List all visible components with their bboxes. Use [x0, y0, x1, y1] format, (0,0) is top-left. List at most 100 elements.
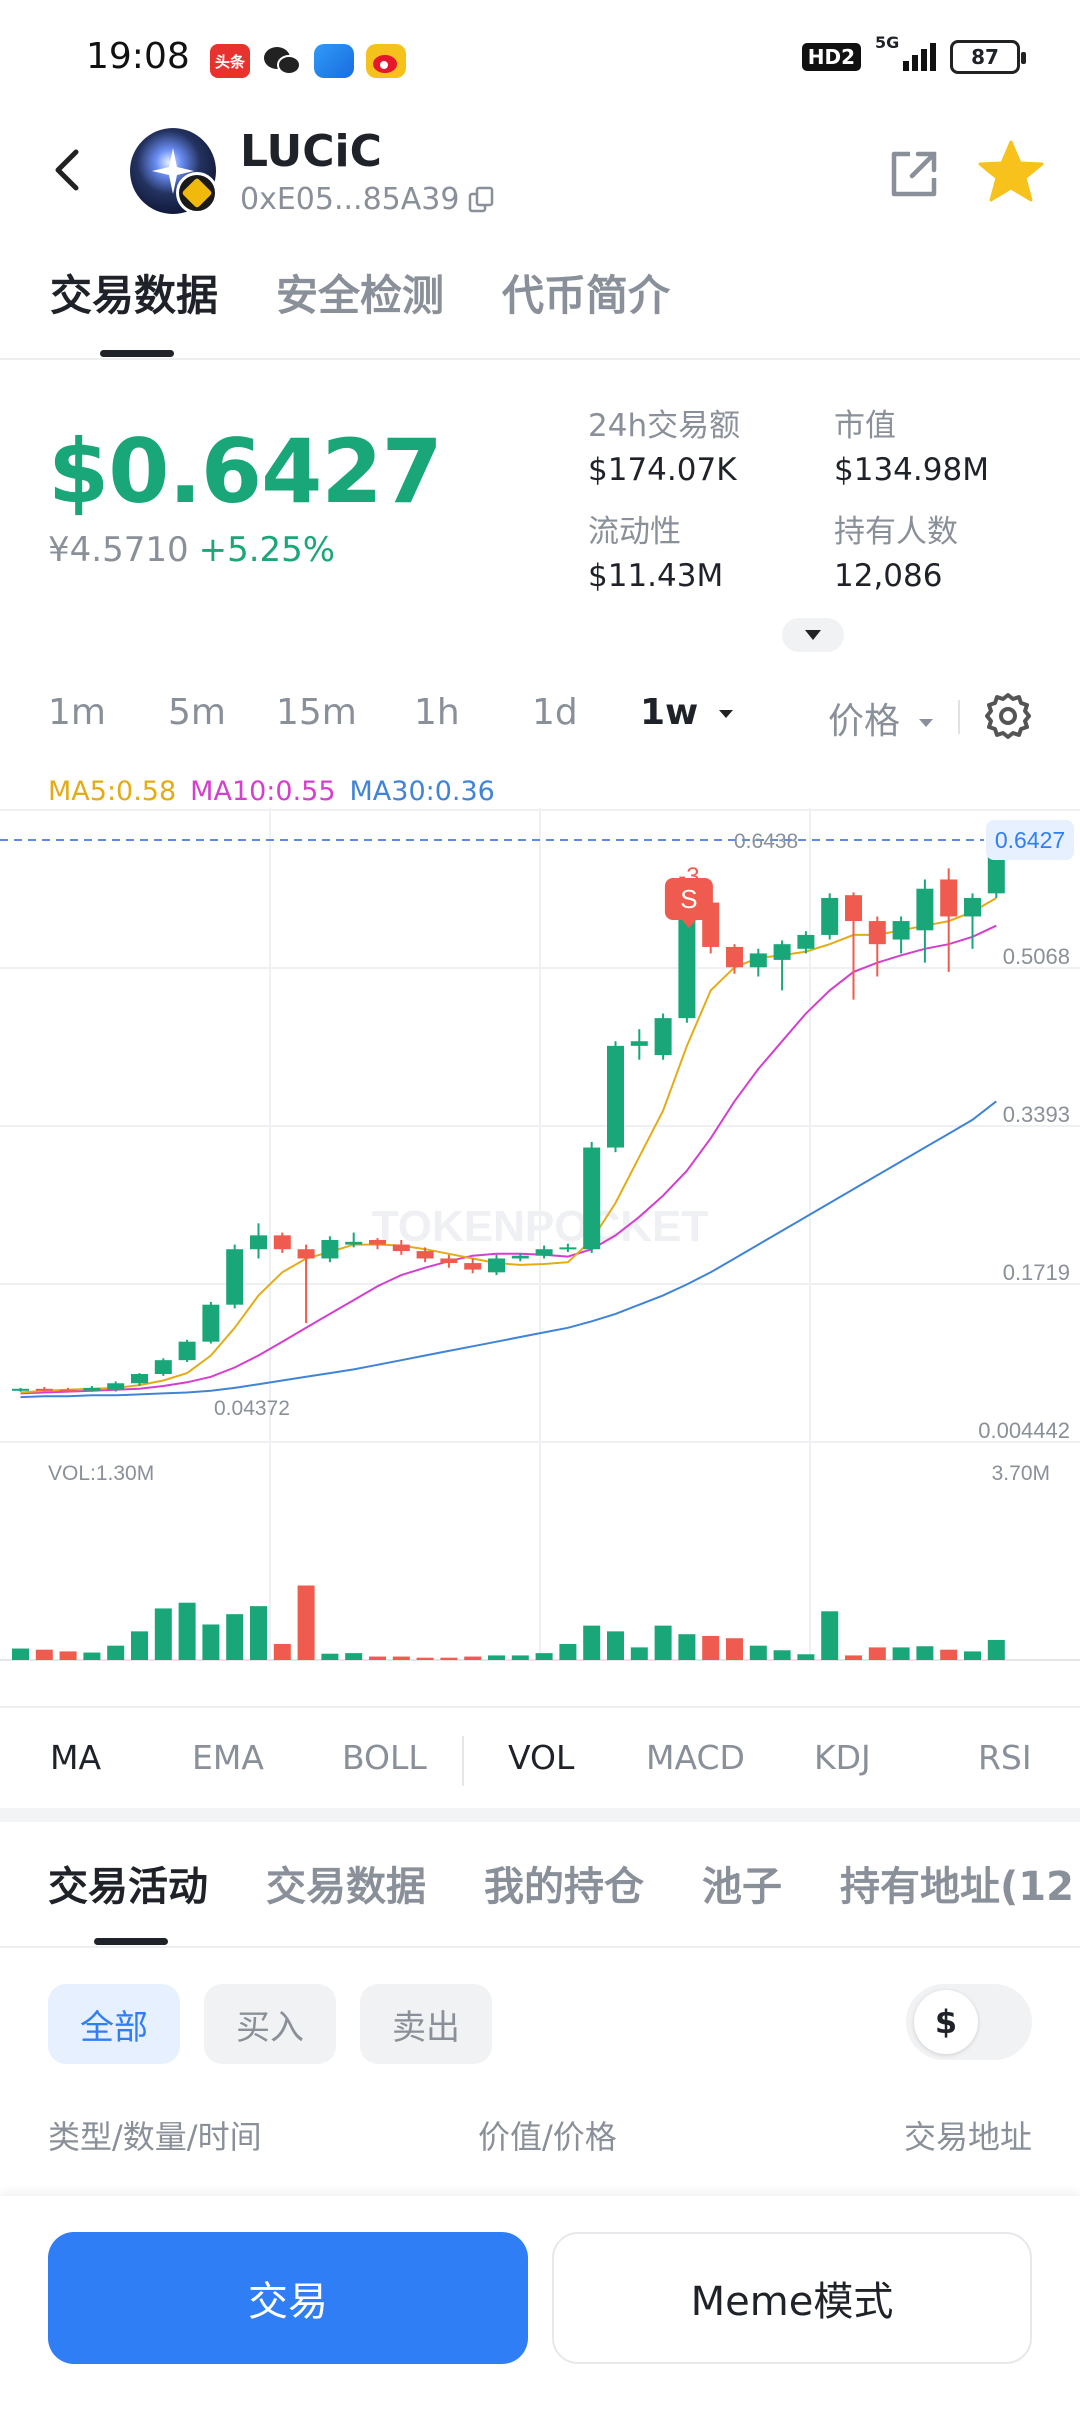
volume-bar — [297, 1585, 315, 1660]
filter-all[interactable]: 全部 — [48, 1984, 180, 2064]
ma5-value: MA5:0.58 — [48, 776, 177, 807]
indicator-tab-ema[interactable]: EMA — [192, 1738, 264, 1777]
price-change: +5.25% — [198, 530, 336, 570]
chart-mode-label: 价格 — [828, 701, 901, 742]
tab-trade-activity[interactable]: 交易活动 — [48, 1864, 208, 1910]
vol-label: VOL:1.30M — [48, 1462, 154, 1485]
candle — [35, 1388, 53, 1391]
settings-button[interactable] — [982, 690, 1034, 751]
volume-bar — [250, 1606, 267, 1660]
back-button[interactable] — [40, 140, 100, 200]
candle — [297, 1249, 315, 1259]
candle — [845, 895, 862, 922]
indicator-tab-ma[interactable]: MA — [50, 1738, 102, 1777]
currency-symbol[interactable]: $ — [914, 1990, 978, 2054]
volume-bar — [964, 1651, 981, 1660]
tab-trade-data[interactable]: 交易数据 — [50, 271, 219, 320]
volume-bar — [726, 1638, 743, 1660]
candle — [940, 879, 958, 917]
volume-bar — [273, 1643, 291, 1660]
indicator-separator — [462, 1736, 464, 1786]
holders-label: 持有人数 — [834, 514, 958, 550]
ma10-value: MA10:0.55 — [190, 776, 336, 807]
candle — [178, 1341, 196, 1361]
token-address[interactable]: 0xE05...85A39 — [240, 182, 497, 217]
time-tab-15m[interactable]: 15m — [276, 692, 357, 733]
tab-holder-addresses[interactable]: 持有地址(12 — [840, 1864, 1074, 1910]
expand-stats-button[interactable] — [782, 618, 844, 652]
sell-marker — [664, 878, 713, 920]
caret-down-icon — [919, 719, 934, 727]
sell-marker-pointer — [681, 920, 696, 928]
y-tick-label: 0.004442 — [978, 1418, 1070, 1443]
time-tab-1m[interactable]: 1m — [48, 692, 106, 733]
candle — [440, 1258, 458, 1264]
candle — [83, 1387, 101, 1391]
volume-bar — [178, 1602, 196, 1660]
indicator-tab-boll[interactable]: BOLL — [342, 1738, 427, 1777]
favorite-button[interactable] — [976, 138, 1046, 208]
low-label: 0.04372 — [214, 1397, 290, 1420]
tab-separator — [958, 700, 960, 734]
network-label: 5G — [875, 33, 900, 52]
tab-security-check[interactable]: 安全检测 — [276, 271, 445, 320]
trade-button[interactable]: 交易 — [48, 2232, 528, 2364]
indicator-tabs: MA EMA BOLL VOL MACD KDJ RSI — [0, 1720, 1080, 1800]
tab-token-intro[interactable]: 代币简介 — [502, 271, 671, 320]
copy-icon[interactable] — [467, 185, 497, 215]
token-name: LUCiC — [240, 126, 382, 177]
time-tab-1d[interactable]: 1d — [532, 692, 578, 733]
volume-bar — [511, 1655, 529, 1660]
candle — [12, 1388, 29, 1391]
price-chart[interactable]: TOKENPOCKET 0.6427 0.6438 0.04372 0.5068 0.3… — [0, 808, 1080, 1668]
chart-mode-select[interactable]: 价格 — [828, 692, 935, 744]
volume-bar — [892, 1647, 910, 1660]
volume-bar — [416, 1657, 434, 1660]
volume-bar — [916, 1646, 934, 1660]
time-tab-5m[interactable]: 5m — [168, 692, 226, 733]
tab-trade-stats[interactable]: 交易数据 — [266, 1864, 426, 1910]
bnb-chain-icon — [176, 172, 218, 214]
volume-bar — [488, 1655, 505, 1660]
volume-bar — [464, 1656, 482, 1660]
tab-pools[interactable]: 池子 — [702, 1864, 782, 1910]
share-button[interactable] — [886, 146, 942, 202]
y-tick-label: 0.3393 — [1003, 1102, 1070, 1127]
high-label: 0.6438 — [734, 830, 798, 853]
volume-bar — [321, 1653, 339, 1660]
indicator-tab-kdj[interactable]: KDJ — [814, 1738, 871, 1777]
volume-bar — [702, 1635, 720, 1660]
filter-sell[interactable]: 卖出 — [360, 1984, 492, 2064]
volume-bar — [797, 1654, 815, 1660]
feather-icon — [314, 44, 354, 78]
liquidity-value: $11.43M — [588, 558, 724, 594]
candle — [488, 1258, 505, 1273]
gear-icon — [985, 693, 1031, 739]
chart-labels: 0.6427 0.6438 0.04372 0.5068 0.3393 0.1719 0.0… — [0, 820, 1074, 1485]
current-price-label: 0.6427 — [995, 827, 1065, 853]
candle — [821, 897, 839, 935]
toutiao-icon: 头条 — [210, 44, 250, 78]
time-tabs: 1m 5m 15m 1h 1d 1w 价格 — [48, 692, 1080, 742]
time-tab-1w[interactable]: 1w — [640, 692, 735, 733]
tab-my-holdings[interactable]: 我的持仓 — [484, 1864, 644, 1910]
filter-buy[interactable]: 买入 — [204, 1984, 336, 2064]
col-header-type: 类型/数量/时间 — [48, 2118, 262, 2156]
indicator-tab-macd[interactable]: MACD — [646, 1738, 745, 1777]
ma30-line — [20, 1100, 997, 1399]
candle — [630, 1041, 648, 1046]
meme-mode-button[interactable]: Meme模式 — [552, 2232, 1032, 2364]
price-row: ¥4.5710 +5.25% — [48, 530, 335, 570]
candle — [892, 921, 910, 940]
indicator-tab-rsi[interactable]: RSI — [978, 1738, 1032, 1777]
volume-bar — [678, 1634, 696, 1660]
activity-tabs: 交易活动 交易数据 我的持仓 池子 持有地址(12 — [48, 1854, 1074, 1912]
indicator-tab-vol[interactable]: VOL — [508, 1738, 575, 1777]
candle — [773, 944, 791, 960]
status-time: 19:08 — [86, 36, 190, 77]
hd-badge: HD2 — [801, 43, 861, 71]
ma5-line — [20, 897, 997, 1394]
main-tabs: 交易数据 安全检测 代币简介 — [50, 262, 670, 323]
time-tab-1h[interactable]: 1h — [414, 692, 460, 733]
volume-bar — [630, 1647, 648, 1660]
